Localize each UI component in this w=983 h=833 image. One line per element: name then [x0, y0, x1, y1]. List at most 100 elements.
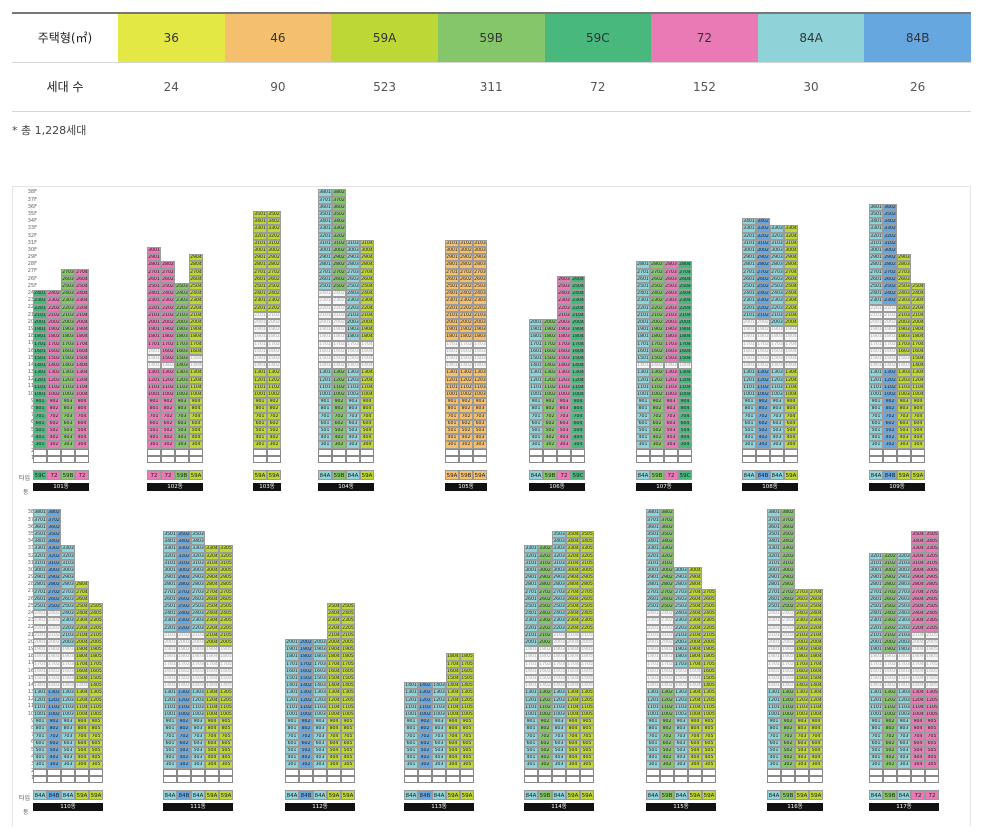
unit-cell[interactable]: 1604 [75, 667, 89, 675]
unit-cell[interactable]: 803 [770, 405, 784, 413]
unit-cell[interactable]: 2502 [756, 283, 770, 291]
unit-cell[interactable]: 3701 [767, 516, 781, 524]
unit-cell[interactable]: 1704 [75, 340, 89, 348]
unit-cell[interactable]: 1001 [285, 711, 299, 719]
unit-cell[interactable]: 3101 [767, 559, 781, 567]
unit-cell[interactable] [459, 448, 473, 456]
unit-cell[interactable]: 1602 [332, 347, 346, 355]
unit-cell[interactable] [205, 768, 219, 776]
unit-cell[interactable]: 2201 [33, 624, 47, 632]
unit-cell[interactable]: 1102 [459, 383, 473, 391]
unit-cell[interactable]: 1804 [75, 653, 89, 661]
unit-cell[interactable]: 2603 [552, 595, 566, 603]
unit-cell[interactable]: 603 [897, 419, 911, 427]
unit-cell[interactable]: 1202 [543, 376, 557, 384]
unit-cell[interactable]: 805 [341, 725, 355, 733]
unit-cell[interactable]: 1805 [702, 653, 716, 661]
unit-cell[interactable]: 1001 [529, 391, 543, 399]
unit-cell[interactable]: 1305 [702, 689, 716, 697]
unit-cell[interactable]: 1102 [177, 703, 191, 711]
unit-cell[interactable]: 2601 [742, 275, 756, 283]
unit-cell[interactable]: 401 [445, 434, 459, 442]
unit-cell[interactable]: 1703 [61, 660, 75, 668]
unit-cell[interactable] [660, 775, 674, 783]
unit-cell[interactable]: 1901 [524, 646, 538, 654]
unit-cell[interactable]: 3304 [566, 545, 580, 553]
unit-cell[interactable]: 3303 [61, 545, 75, 553]
unit-cell[interactable]: 1701 [33, 340, 47, 348]
unit-cell[interactable]: 1604 [911, 667, 925, 675]
unit-cell[interactable]: 1302 [332, 369, 346, 377]
unit-cell[interactable]: 501 [163, 747, 177, 755]
unit-cell[interactable]: 3801 [318, 189, 332, 197]
unit-cell[interactable]: 1104 [360, 383, 374, 391]
unit-cell[interactable]: 2204 [566, 624, 580, 632]
unit-cell[interactable]: 802 [332, 405, 346, 413]
unit-cell[interactable]: 1001 [869, 391, 883, 399]
unit-cell[interactable]: 1704 [809, 660, 823, 668]
unit-cell[interactable]: 705 [89, 732, 103, 740]
unit-cell[interactable] [267, 455, 281, 463]
unit-cell[interactable]: 603 [795, 739, 809, 747]
unit-cell[interactable]: 1703 [175, 340, 189, 348]
unit-cell[interactable]: 2502 [459, 283, 473, 291]
unit-cell[interactable]: 2403 [795, 610, 809, 618]
unit-cell[interactable]: 2504 [205, 603, 219, 611]
unit-cell[interactable]: 904 [809, 718, 823, 726]
unit-cell[interactable]: 1603 [346, 347, 360, 355]
unit-cell[interactable]: 2104 [75, 311, 89, 319]
unit-cell[interactable]: 1102 [299, 703, 313, 711]
unit-cell[interactable]: 901 [445, 398, 459, 406]
unit-cell[interactable]: 501 [33, 747, 47, 755]
unit-cell[interactable] [756, 448, 770, 456]
unit-cell[interactable]: 3404 [911, 538, 925, 546]
unit-cell[interactable]: 901 [404, 718, 418, 726]
unit-cell[interactable]: 2605 [925, 595, 939, 603]
unit-cell[interactable]: 2801 [445, 261, 459, 269]
unit-cell[interactable]: 2004 [911, 639, 925, 647]
unit-cell[interactable]: 2301 [869, 297, 883, 305]
unit-cell[interactable]: 1604 [911, 347, 925, 355]
unit-cell[interactable] [175, 448, 189, 456]
unit-cell[interactable] [571, 448, 585, 456]
unit-cell[interactable]: 1603 [191, 667, 205, 675]
unit-cell[interactable]: 2501 [253, 283, 267, 291]
unit-cell[interactable]: 505 [702, 747, 716, 755]
unit-cell[interactable]: 1202 [418, 696, 432, 704]
unit-cell[interactable]: 2804 [75, 581, 89, 589]
unit-cell[interactable]: 2501 [33, 603, 47, 611]
unit-cell[interactable]: 2903 [897, 574, 911, 582]
unit-cell[interactable] [460, 775, 474, 783]
unit-cell[interactable]: 803 [664, 405, 678, 413]
unit-cell[interactable]: 2003 [346, 319, 360, 327]
unit-cell[interactable]: 1104 [911, 383, 925, 391]
unit-cell[interactable]: 2602 [332, 275, 346, 283]
unit-cell[interactable]: 1501 [445, 355, 459, 363]
unit-cell[interactable]: 2001 [285, 639, 299, 647]
unit-cell[interactable]: 3003 [552, 567, 566, 575]
unit-cell[interactable]: 603 [432, 739, 446, 747]
unit-cell[interactable]: 2101 [869, 631, 883, 639]
unit-cell[interactable]: 3205 [925, 552, 939, 560]
unit-cell[interactable]: 2103 [191, 631, 205, 639]
unit-cell[interactable]: 1802 [267, 333, 281, 341]
unit-cell[interactable]: 2102 [177, 631, 191, 639]
unit-cell[interactable]: 3103 [552, 559, 566, 567]
unit-cell[interactable]: 2405 [702, 610, 716, 618]
unit-cell[interactable]: 803 [552, 725, 566, 733]
unit-cell[interactable]: 802 [650, 405, 664, 413]
unit-cell[interactable]: 1004 [571, 391, 585, 399]
unit-cell[interactable]: 1501 [33, 355, 47, 363]
unit-cell[interactable]: 403 [557, 434, 571, 442]
unit-cell[interactable]: 2401 [524, 610, 538, 618]
unit-cell[interactable]: 2503 [61, 283, 75, 291]
unit-cell[interactable] [253, 448, 267, 456]
unit-cell[interactable]: 1502 [781, 675, 795, 683]
unit-cell[interactable]: 405 [580, 754, 594, 762]
unit-cell[interactable]: 2702 [47, 588, 61, 596]
unit-cell[interactable]: 1803 [557, 333, 571, 341]
unit-cell[interactable]: 1002 [47, 391, 61, 399]
unit-cell[interactable]: 403 [897, 754, 911, 762]
unit-cell[interactable]: 1803 [473, 333, 487, 341]
unit-cell[interactable]: 903 [897, 718, 911, 726]
